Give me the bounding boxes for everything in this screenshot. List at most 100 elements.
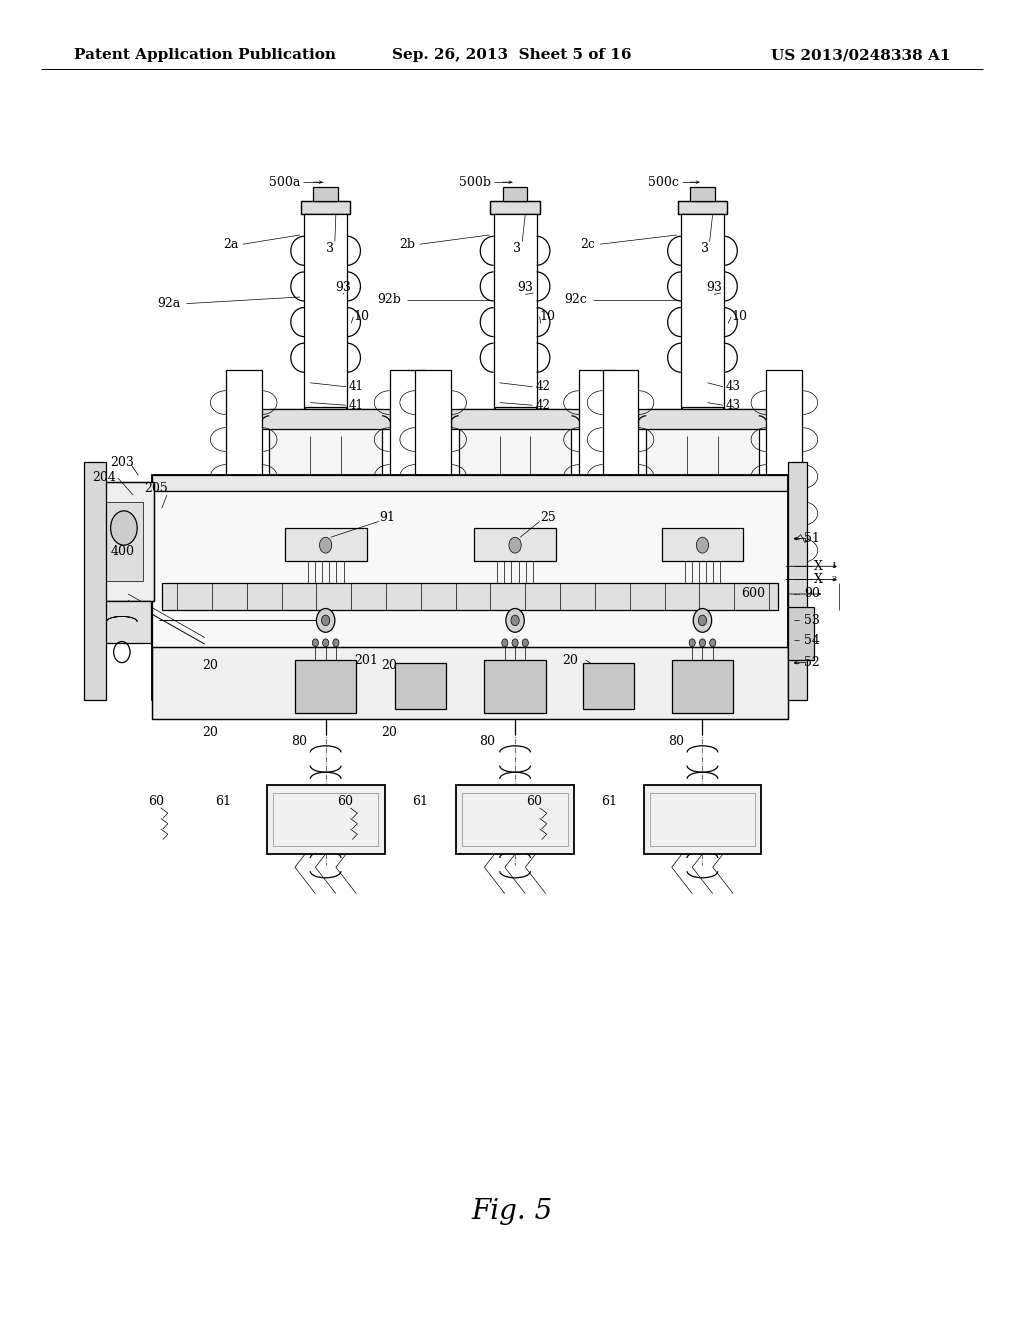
Bar (495, 407, 536, 436)
Bar (319, 598, 326, 605)
Bar (493, 631, 538, 673)
Bar (717, 598, 723, 605)
Bar (646, 409, 759, 601)
Bar (788, 462, 807, 700)
Text: 10: 10 (731, 310, 748, 323)
Bar (682, 598, 688, 605)
Bar (416, 370, 451, 561)
Bar (463, 793, 567, 846)
Text: 20: 20 (381, 659, 397, 672)
Bar (389, 370, 426, 561)
Bar (394, 663, 445, 709)
Text: X: X (814, 560, 823, 573)
Text: 400: 400 (111, 545, 134, 558)
Circle shape (509, 537, 521, 553)
Text: 2a: 2a (222, 238, 239, 251)
Text: Fig. 5: Fig. 5 (471, 1199, 553, 1225)
Text: 92c: 92c (564, 293, 587, 306)
Bar (340, 598, 346, 605)
Bar (678, 201, 727, 214)
Bar (711, 598, 717, 605)
Text: 91: 91 (379, 511, 395, 524)
Bar (580, 370, 614, 561)
Bar (152, 475, 788, 700)
Bar (285, 528, 367, 561)
Text: 80: 80 (291, 735, 307, 748)
Bar (681, 214, 724, 409)
Bar (162, 583, 778, 610)
Text: Sep. 26, 2013  Sheet 5 of 16: Sep. 26, 2013 Sheet 5 of 16 (392, 49, 632, 62)
Circle shape (512, 639, 518, 647)
Text: 20: 20 (562, 653, 579, 667)
Circle shape (322, 615, 330, 626)
Text: 3: 3 (700, 242, 709, 255)
Circle shape (111, 511, 137, 545)
Bar (266, 785, 385, 854)
Bar (696, 598, 702, 605)
Bar (311, 598, 317, 605)
Text: 2c: 2c (581, 238, 595, 251)
Circle shape (699, 639, 706, 647)
Bar (102, 502, 143, 581)
Bar (301, 201, 350, 214)
Bar (494, 214, 537, 409)
Bar (680, 631, 725, 673)
Circle shape (319, 537, 332, 553)
Circle shape (522, 639, 528, 647)
Bar (225, 370, 261, 561)
Bar (584, 663, 635, 709)
Circle shape (316, 609, 335, 632)
Text: 60: 60 (526, 795, 543, 808)
Bar (515, 598, 521, 605)
Bar (334, 598, 340, 605)
Bar (272, 793, 379, 846)
Text: 201: 201 (354, 653, 379, 667)
Text: 203: 203 (111, 455, 134, 469)
Bar (304, 214, 347, 409)
Text: 20: 20 (381, 726, 397, 739)
Bar (326, 598, 332, 605)
Text: 42: 42 (536, 380, 550, 393)
Text: 90: 90 (804, 587, 820, 601)
Circle shape (696, 537, 709, 553)
Circle shape (502, 639, 508, 647)
Text: 60: 60 (147, 795, 164, 808)
Bar (305, 598, 311, 605)
Bar (682, 407, 723, 436)
Bar (94, 482, 154, 601)
Text: 43: 43 (726, 380, 740, 393)
Bar (457, 785, 573, 854)
Bar (490, 201, 540, 214)
Bar (459, 409, 571, 601)
Text: 10: 10 (540, 310, 556, 323)
Bar (530, 598, 537, 605)
Bar (766, 370, 803, 561)
Text: 61: 61 (215, 795, 231, 808)
Bar (678, 201, 727, 214)
Text: 500c: 500c (648, 176, 679, 189)
Text: 53: 53 (804, 614, 820, 627)
Bar (650, 793, 756, 846)
Text: 41: 41 (349, 399, 364, 412)
Bar (313, 187, 338, 201)
Text: 3: 3 (513, 242, 521, 255)
Bar (84, 462, 106, 700)
Text: 500a: 500a (269, 176, 300, 189)
Text: 80: 80 (668, 735, 684, 748)
Bar (689, 598, 695, 605)
Text: 43: 43 (726, 399, 740, 412)
Bar (702, 598, 709, 605)
Bar (644, 785, 762, 854)
Text: US 2013/0248338 A1: US 2013/0248338 A1 (771, 49, 950, 62)
Text: 600: 600 (741, 587, 765, 601)
Bar (672, 660, 733, 713)
Text: Patent Application Publication: Patent Application Publication (74, 49, 336, 62)
Bar (451, 409, 580, 429)
Circle shape (693, 609, 712, 632)
Text: 80: 80 (479, 735, 496, 748)
Text: 54: 54 (804, 634, 820, 647)
Text: 41: 41 (349, 380, 364, 393)
Circle shape (506, 609, 524, 632)
Text: 25: 25 (540, 511, 556, 524)
Text: 92a: 92a (158, 297, 180, 310)
